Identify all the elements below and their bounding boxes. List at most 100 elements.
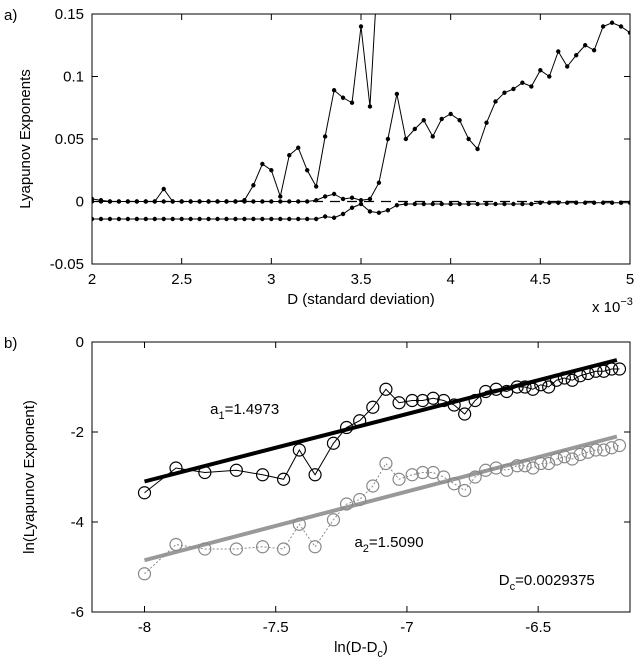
data-point [305, 216, 310, 222]
data-point [367, 209, 373, 214]
data-point [437, 470, 451, 484]
data-point [229, 542, 243, 556]
x-multiplier: x 10−3 [592, 296, 633, 316]
data-point [269, 168, 274, 173]
data-point [339, 420, 354, 435]
data-point [179, 199, 184, 204]
data-point [412, 201, 417, 207]
data-point [137, 567, 152, 581]
data-point [612, 438, 627, 453]
data-point [518, 380, 532, 394]
data-point [520, 201, 525, 207]
data-point [255, 540, 270, 554]
x-tick-label: 2 [88, 271, 96, 288]
data-point [581, 445, 595, 459]
annotation: a1=1.4973 [210, 401, 279, 422]
data-point [589, 364, 603, 378]
data-point [305, 199, 310, 204]
data-point [405, 393, 419, 408]
data-point [358, 24, 364, 29]
data-point [573, 369, 587, 383]
data-point [358, 201, 364, 207]
data-point [479, 463, 493, 477]
data-point [547, 200, 552, 205]
data-point [92, 216, 95, 222]
x-tick-label: 4.5 [530, 271, 551, 288]
text-part: =0.0029375 [515, 572, 595, 589]
data-point [322, 194, 328, 199]
text-part: −3 [620, 296, 633, 308]
data-point [379, 456, 393, 471]
data-point [475, 146, 480, 152]
data-point [618, 24, 624, 29]
data-point [538, 200, 543, 205]
data-point [276, 542, 291, 556]
y-tick-label: -6 [71, 604, 84, 621]
data-point [618, 200, 624, 205]
data-point [349, 195, 355, 200]
data-point [152, 199, 157, 204]
data-point [484, 201, 489, 207]
data-point [107, 216, 113, 222]
data-point [308, 468, 322, 482]
data-point [529, 201, 534, 207]
data-point [188, 216, 193, 222]
data-point [426, 391, 440, 405]
data-point [565, 64, 570, 69]
plot-area [91, 341, 631, 613]
panel-label: b) [4, 335, 17, 352]
data-point [597, 443, 611, 457]
data-point [430, 201, 435, 207]
plot-clip [137, 358, 627, 581]
data-point [125, 199, 131, 204]
data-point [447, 477, 461, 491]
data-point [349, 100, 355, 105]
data-point [353, 414, 367, 428]
data-point [392, 396, 406, 410]
data-point [215, 216, 220, 222]
data-point [313, 198, 319, 203]
data-point [366, 400, 380, 414]
data-point [287, 199, 292, 204]
data-point [255, 468, 270, 482]
data-point [98, 216, 104, 222]
data-point [340, 95, 346, 100]
data-point [339, 497, 354, 511]
data-point [556, 200, 561, 205]
data-point [161, 199, 166, 204]
data-point [242, 199, 247, 204]
y-axis-label: Lyapunov Exponents [17, 69, 34, 209]
text-part: =1.5090 [369, 534, 424, 551]
data-point [466, 201, 471, 207]
x-tick-label: -7 [400, 619, 413, 636]
data-point [582, 43, 588, 48]
data-point [421, 201, 426, 207]
data-point [349, 205, 355, 210]
data-point [591, 48, 597, 53]
data-point [292, 443, 306, 457]
data-point [278, 199, 283, 204]
data-point [242, 216, 247, 222]
data-point [542, 380, 556, 394]
data-point [229, 463, 243, 477]
data-point [547, 74, 552, 79]
data-point [179, 216, 184, 222]
data-point [557, 450, 571, 464]
data-point [493, 99, 498, 104]
data-point [502, 90, 507, 95]
data-point [458, 407, 472, 421]
data-point [511, 86, 516, 92]
text-part: c [510, 581, 516, 593]
data-point [556, 49, 561, 54]
x-tick-label: -8 [138, 619, 151, 636]
data-point [292, 517, 306, 531]
data-point [206, 216, 211, 222]
data-point [169, 537, 183, 552]
data-point [331, 215, 337, 220]
data-point [405, 468, 419, 482]
data-point [107, 199, 113, 204]
x-tick-label: -7.5 [263, 619, 289, 636]
fit-line [143, 434, 618, 563]
data-point [468, 393, 482, 408]
